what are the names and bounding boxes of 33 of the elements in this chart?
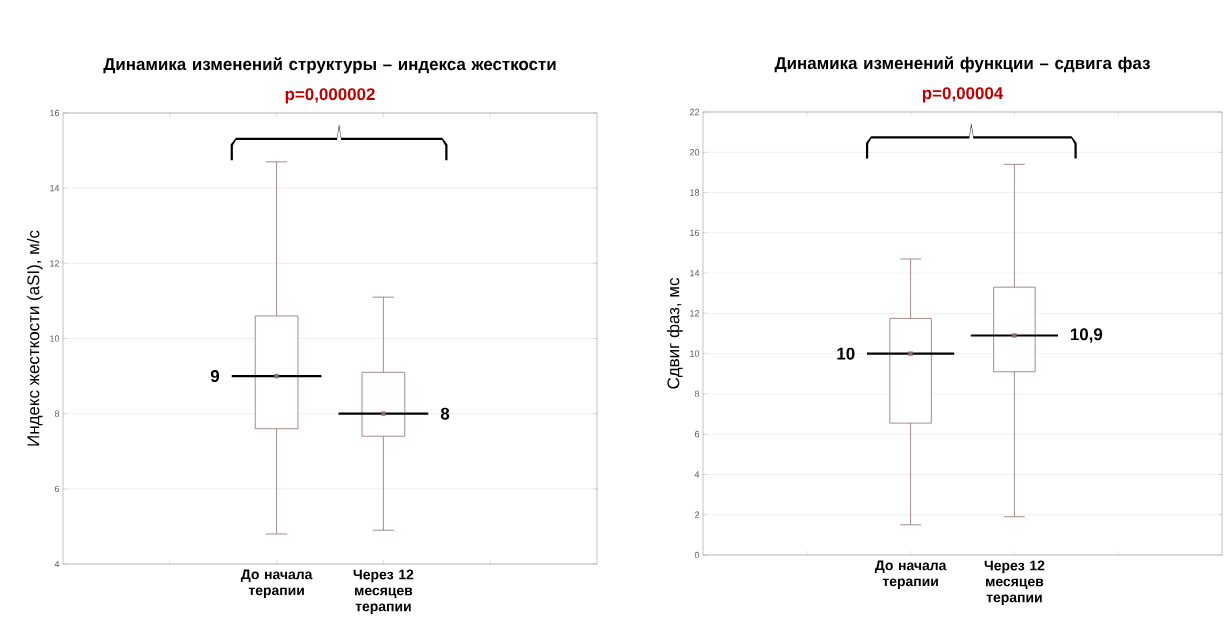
y-tick-label: 12 xyxy=(50,260,60,267)
y-tick-label: 14 xyxy=(690,270,700,277)
y-tick-label: 12 xyxy=(690,310,700,317)
y-tick-label: 20 xyxy=(689,149,700,156)
x-tick-label: Через 12 месяцев терапии xyxy=(984,560,1045,606)
x-tick-label: До начала терапии xyxy=(240,569,313,598)
y-tick-label: 2 xyxy=(694,511,700,518)
y-tick-label: 4 xyxy=(54,560,60,568)
y-tick-label: 8 xyxy=(54,410,60,417)
y-tick-label: 18 xyxy=(690,189,700,196)
y-tick-label: 14 xyxy=(50,185,60,192)
y-tick-label: 6 xyxy=(694,431,700,438)
y-tick-label: 10 xyxy=(50,335,60,342)
chart-title: Динамика изменений функции – сдвига фаз xyxy=(774,56,1150,73)
y-tick-label: 4 xyxy=(694,471,700,478)
y-tick-label: 10 xyxy=(690,350,700,357)
y-tick-label: 22 xyxy=(689,108,700,116)
y-tick-label: 16 xyxy=(50,109,60,117)
y-tick-label: 8 xyxy=(694,390,700,398)
y-tick-label: 0 xyxy=(694,551,700,559)
annotation: 9 xyxy=(210,370,220,383)
annotation: 8 xyxy=(440,407,450,420)
y-axis-title: Индекс жесткости (aSI), м/с xyxy=(26,230,43,446)
x-tick-label: До начала терапии xyxy=(874,560,947,589)
chart-title: Динамика изменений структуры – индекса жесткости xyxy=(103,57,556,74)
text: p=0,000002 xyxy=(285,88,375,104)
y-axis-title: Сдвиг фаз, мс xyxy=(666,278,683,389)
y-tick-label: 6 xyxy=(54,485,60,493)
text: p=0,00004 xyxy=(922,87,1004,103)
y-tick-label: 16 xyxy=(690,229,700,236)
annotation: 10,9 xyxy=(1070,328,1103,343)
x-tick-label: Через 12 месяцев терапии xyxy=(353,569,414,615)
annotation: 10 xyxy=(837,347,855,360)
